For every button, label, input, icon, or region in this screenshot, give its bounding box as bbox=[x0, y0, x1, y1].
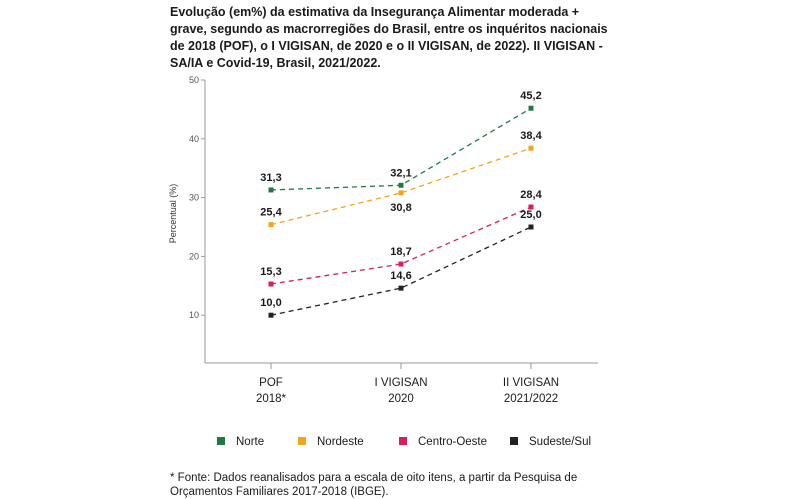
x-tick-label-sub: 2021/2022 bbox=[504, 393, 558, 405]
data-label-nordeste: 38,4 bbox=[520, 130, 542, 142]
data-label-sudeste-sul: 25,0 bbox=[520, 209, 541, 221]
series-line-centro-oeste bbox=[270, 206, 532, 285]
legend-label-centro-oeste: Centro-Oeste bbox=[418, 436, 487, 448]
data-point-centro-oeste bbox=[268, 281, 274, 287]
legend-label-nordeste: Nordeste bbox=[317, 436, 364, 448]
data-label-centro-oeste: 28,4 bbox=[520, 189, 542, 201]
chart-axes: 10 20 30 40 50 Percentual (%) POF 2018* I VIGISA… bbox=[168, 75, 598, 405]
data-point-norte bbox=[528, 105, 534, 111]
data-point-sudeste-sul bbox=[268, 312, 274, 318]
data-label-norte: 45,2 bbox=[520, 90, 541, 102]
data-point-centro-oeste bbox=[398, 261, 404, 267]
chart-points bbox=[268, 105, 534, 318]
x-tick-label-sub: 2020 bbox=[388, 393, 414, 405]
chart-title: Evolução (em%) da estimativa da Insegura… bbox=[170, 5, 608, 70]
data-label-norte: 32,1 bbox=[390, 167, 411, 179]
x-tick-label: POF bbox=[259, 377, 283, 389]
series-line-sudeste-sul bbox=[270, 226, 532, 316]
y-tick-label: 10 bbox=[189, 310, 199, 320]
data-point-norte bbox=[268, 187, 274, 193]
chart-legend: Norte Nordeste Centro-Oeste Sudeste/Sul bbox=[217, 436, 591, 448]
data-point-sudeste-sul bbox=[528, 224, 534, 230]
chart-data-labels: 31,3 32,1 45,2 25,4 30,8 38,4 15,3 18,7 28,4 10,0… bbox=[260, 90, 542, 309]
x-tick-label: I VIGISAN bbox=[374, 377, 427, 389]
data-point-nordeste bbox=[268, 222, 274, 228]
y-tick-label: 50 bbox=[189, 75, 199, 85]
y-tick-label: 30 bbox=[189, 193, 199, 203]
data-point-nordeste bbox=[528, 145, 534, 151]
data-label-nordeste: 30,8 bbox=[390, 202, 411, 214]
data-point-nordeste bbox=[398, 190, 404, 196]
x-tick-label-sub: 2018* bbox=[256, 393, 287, 405]
legend-label-norte: Norte bbox=[236, 436, 264, 448]
legend-swatch-centro-oeste bbox=[399, 437, 407, 445]
legend-swatch-nordeste bbox=[298, 437, 306, 445]
data-point-sudeste-sul bbox=[398, 285, 404, 291]
y-tick-label: 20 bbox=[189, 251, 199, 261]
data-label-centro-oeste: 18,7 bbox=[390, 246, 411, 258]
x-tick-label: II VIGISAN bbox=[503, 377, 559, 389]
data-point-centro-oeste bbox=[528, 204, 534, 210]
data-label-sudeste-sul: 10,0 bbox=[260, 297, 281, 309]
data-label-centro-oeste: 15,3 bbox=[260, 266, 281, 278]
footnote: * Fonte: Dados reanalisados para a escal… bbox=[170, 472, 578, 498]
data-label-sudeste-sul: 14,6 bbox=[390, 270, 411, 282]
y-tick-label: 40 bbox=[189, 134, 199, 144]
data-label-norte: 31,3 bbox=[260, 172, 281, 184]
data-label-nordeste: 25,4 bbox=[260, 207, 282, 219]
y-axis-label: Percentual (%) bbox=[168, 184, 178, 244]
data-point-norte bbox=[398, 182, 404, 188]
legend-swatch-sudeste-sul bbox=[510, 437, 518, 445]
series-line-nordeste bbox=[270, 147, 532, 226]
legend-swatch-norte bbox=[217, 437, 225, 445]
legend-label-sudeste-sul: Sudeste/Sul bbox=[529, 436, 591, 448]
